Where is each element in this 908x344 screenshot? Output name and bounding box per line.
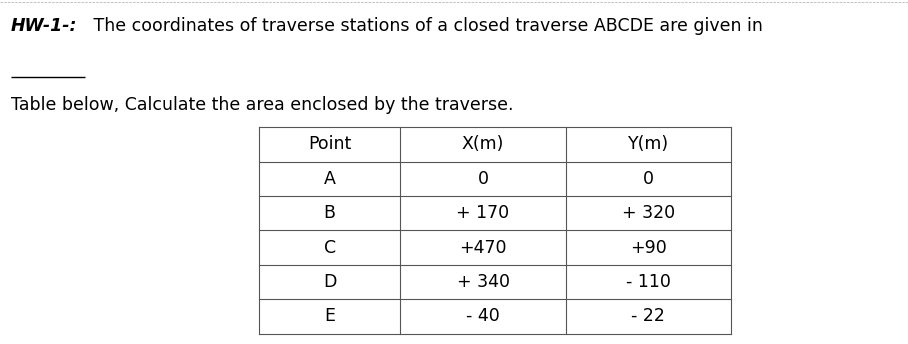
Text: - 110: - 110 <box>626 273 671 291</box>
Text: 0: 0 <box>643 170 654 188</box>
Text: D: D <box>323 273 336 291</box>
Text: E: E <box>324 308 335 325</box>
Text: + 320: + 320 <box>622 204 675 222</box>
Text: B: B <box>323 204 336 222</box>
Text: - 40: - 40 <box>466 308 500 325</box>
Text: X(m): X(m) <box>462 136 504 153</box>
Text: C: C <box>323 239 336 257</box>
Point <box>80 75 91 79</box>
Text: +470: +470 <box>459 239 507 257</box>
Text: 0: 0 <box>478 170 489 188</box>
Text: Table below, Calculate the area enclosed by the traverse.: Table below, Calculate the area enclosed… <box>11 96 513 114</box>
Text: HW-1-:: HW-1-: <box>11 17 77 35</box>
Text: +90: +90 <box>630 239 666 257</box>
Text: + 170: + 170 <box>457 204 509 222</box>
Text: + 340: + 340 <box>457 273 509 291</box>
Text: Point: Point <box>308 136 351 153</box>
Point <box>5 75 16 79</box>
Text: - 22: - 22 <box>631 308 666 325</box>
Text: Y(m): Y(m) <box>627 136 669 153</box>
Text: A: A <box>323 170 336 188</box>
Text: The coordinates of traverse stations of a closed traverse ABCDE are given in: The coordinates of traverse stations of … <box>88 17 763 35</box>
